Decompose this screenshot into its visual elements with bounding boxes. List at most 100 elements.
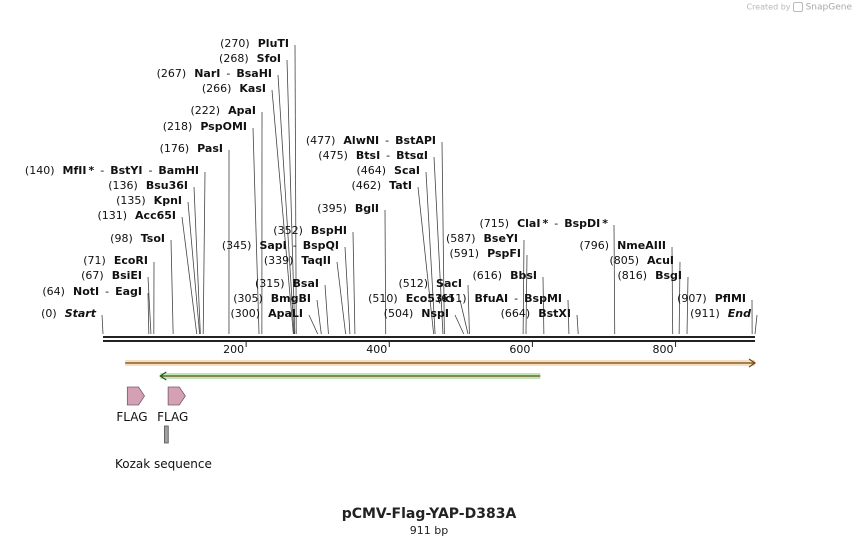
site-bsgi[interactable]: (816) BsgI (618, 269, 689, 335)
feature-right-orf[interactable] (125, 358, 757, 368)
site-saci[interactable]: (512) SacI (398, 277, 470, 335)
site-enzyme-name: Bsu36I (146, 179, 188, 192)
site-enzyme-name: BtsI (356, 149, 380, 162)
site-position: (805) (609, 254, 639, 267)
site-position: (315) (255, 277, 285, 290)
site-ecori[interactable]: (71) EcoRI (83, 254, 155, 335)
site-position: (222) (191, 104, 221, 117)
feature-flag[interactable]: FLAG (157, 386, 188, 424)
snapgene-logo-icon (793, 2, 804, 12)
site-leader-line (567, 299, 570, 335)
site-bseyi[interactable]: (587) BseYI (446, 232, 525, 335)
sequence-ruler: 200 400 600 800 (223, 341, 677, 356)
site-pasi[interactable]: (176) PasI (160, 142, 230, 335)
site-separator: - (514, 292, 518, 305)
ruler-tick-label: 200 (223, 343, 244, 356)
site-taqii[interactable]: (339) TaqII (264, 254, 347, 335)
site-bsphi[interactable]: (352) BspHI (273, 224, 356, 335)
site-pspomi[interactable]: (218) PspOMI (163, 120, 260, 335)
site-enzyme-name-alt: BsaHI (236, 67, 272, 80)
restriction-sites: (0) Start(64) NotI - EagI(67) BsiEI(71) EcoRI(… (25, 37, 758, 335)
site-label: (305) BmgBI (233, 292, 311, 305)
site-label: (651) BfuAI - BspMI (437, 292, 562, 305)
site-eco53ki[interactable]: (510) Eco53kI (368, 292, 469, 335)
site-mfii[interactable]: (140) MfII * - BstYI - BamHI (25, 164, 206, 335)
site-enzyme-name-alt: BstYI (110, 164, 142, 177)
feature-kozak-sequence[interactable]: Kozak sequence (115, 425, 212, 471)
site-label: (140) MfII * - BstYI - BamHI (25, 164, 199, 177)
site-leader-line (754, 314, 758, 335)
site-acc65i[interactable]: (131) Acc65I (97, 209, 198, 335)
site-acui[interactable]: (805) AcuI (609, 254, 681, 335)
site-position: (268) (219, 52, 249, 65)
site-noti[interactable]: (64) NotI - EagI (42, 285, 150, 335)
site-bsu36i[interactable]: (136) Bsu36I (108, 179, 201, 335)
site-leader-line (101, 314, 104, 335)
site-alwni[interactable]: (477) AlwNI - BstAPI (306, 134, 445, 335)
site-enzyme-name: BseYI (484, 232, 518, 245)
site-enzyme-name: Start (65, 307, 97, 320)
site-bgli[interactable]: (395) BglI (317, 202, 387, 335)
site-pluti[interactable]: (270) PluTI (220, 37, 297, 335)
feature-track: FLAG FLAG Kozak sequence (115, 358, 757, 471)
site-leader-line (286, 59, 296, 335)
site-leader-line (613, 224, 616, 335)
site-tsoi[interactable]: (98) TsoI (110, 232, 174, 335)
site-scai[interactable]: (464) ScaI (356, 164, 436, 335)
site-enzyme-name: AcuI (647, 254, 674, 267)
site-separator: - (105, 285, 109, 298)
site-leader-line (316, 299, 322, 335)
site-tati[interactable]: (462) TatI (352, 179, 435, 335)
credit-prefix: Created by (746, 2, 791, 12)
arrowhead-right-icon (748, 358, 757, 368)
site-label: (266) KasI (202, 82, 266, 95)
site-bfuai[interactable]: (651) BfuAI - BspMI (437, 292, 570, 335)
site-position: (135) (116, 194, 146, 207)
site-label: (504) NspI (384, 307, 449, 320)
site-bsai[interactable]: (315) BsaI (255, 277, 329, 335)
site-nspi[interactable]: (504) NspI (384, 307, 465, 335)
feature-flag[interactable]: FLAG (116, 386, 148, 424)
site-position: (339) (264, 254, 294, 267)
site-kpni[interactable]: (135) KpnI (116, 194, 201, 335)
site-label: (339) TaqII (264, 254, 331, 267)
site-leader-line (542, 276, 545, 335)
snapgene-credit: Created by SnapGene (746, 2, 852, 13)
site-separator: - (385, 134, 389, 147)
site-enzyme-name: SacI (436, 277, 462, 290)
site-nari[interactable]: (267) NarI - BsaHI (157, 67, 295, 335)
feature-left-orf[interactable] (159, 371, 541, 381)
site-enzyme-name: MfII (63, 164, 87, 177)
site-bmgbi[interactable]: (305) BmgBI (233, 292, 322, 335)
site-separator: - (293, 239, 297, 252)
site-label: (71) EcoRI (83, 254, 148, 267)
site-position: (270) (220, 37, 250, 50)
site-sapi[interactable]: (345) SapI - BspQI (222, 239, 351, 335)
site-clai[interactable]: (715) ClaI * - BspDI * (480, 217, 616, 335)
site-pflmi[interactable]: (907) PflMI (677, 292, 753, 335)
site-sfoi[interactable]: (268) SfoI (219, 52, 296, 335)
site-end[interactable]: (911) End (690, 307, 758, 335)
site-bbsi[interactable]: (616) BbsI (473, 269, 545, 335)
site-btsi[interactable]: (475) BtsI - BtsαI (318, 149, 444, 335)
site-separator: - (386, 149, 390, 162)
site-label: (805) AcuI (609, 254, 674, 267)
site-position: (98) (110, 232, 133, 245)
site-nmeaiii[interactable]: (796) NmeAIII (579, 239, 674, 335)
site-label: (475) BtsI - BtsαI (318, 149, 428, 162)
ruler-tick-label: 800 (653, 343, 674, 356)
site-pspfi[interactable]: (591) PspFI (450, 247, 528, 335)
site-kasi[interactable]: (266) KasI (202, 82, 294, 335)
site-enzyme-name: TaqII (301, 254, 331, 267)
site-bstxi[interactable]: (664) BstXI (501, 307, 579, 335)
site-label: (715) ClaI * - BspDI * (480, 217, 609, 230)
site-leader-line (187, 201, 201, 335)
site-apali[interactable]: (300) ApaLI (230, 307, 319, 335)
site-start[interactable]: (0) Start (41, 307, 104, 335)
site-position: (651) (437, 292, 467, 305)
site-enzyme-name: EcoRI (114, 254, 148, 267)
site-enzyme-name: BsgI (655, 269, 682, 282)
site-enzyme-name: AlwNI (343, 134, 379, 147)
site-bsiei[interactable]: (67) BsiEI (81, 269, 152, 335)
site-apai[interactable]: (222) ApaI (191, 104, 263, 335)
